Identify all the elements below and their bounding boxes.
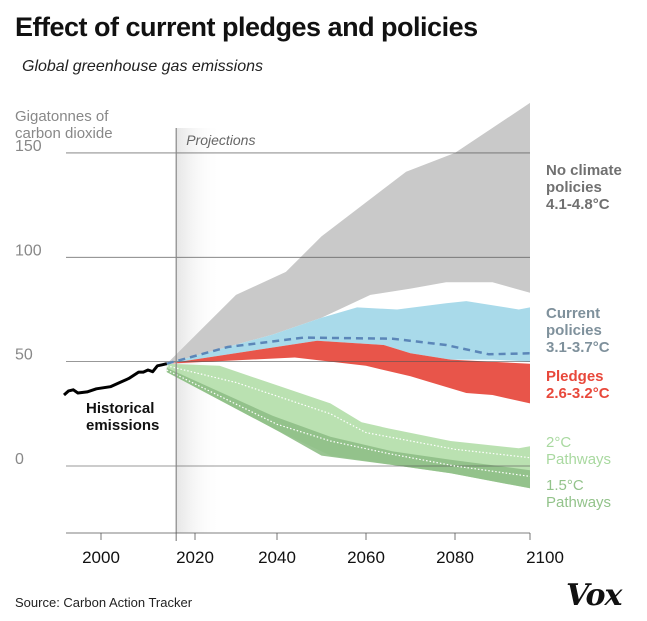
y-axis-title: carbon dioxide	[15, 125, 113, 142]
band-label: policies	[546, 322, 602, 339]
band-label: Current	[546, 305, 600, 322]
band-current-policies	[166, 301, 531, 364]
y-tick-label: 100	[15, 242, 42, 259]
x-tick-label: 2080	[436, 548, 474, 567]
band-label: 4.1-4.8°C	[546, 196, 610, 213]
y-tick-label: 50	[15, 347, 33, 364]
historical-label: Historical	[86, 400, 154, 417]
band-label: policies	[546, 179, 602, 196]
band-2-c-pathways	[166, 363, 531, 489]
band-label: Pathways	[546, 494, 611, 511]
historical-line	[63, 362, 168, 397]
band-label: 2°C	[546, 434, 571, 451]
historical-label: emissions	[86, 417, 159, 434]
y-tick-label: 0	[15, 451, 24, 468]
y-tick-label: 150	[15, 138, 42, 155]
y-axis-title: Gigatonnes of	[15, 108, 109, 125]
x-tick-label: 2100	[526, 548, 564, 567]
band-no-climate-policies	[166, 102, 531, 364]
x-tick-label: 2040	[258, 548, 296, 567]
median-line-current-policies	[166, 336, 531, 365]
band-label: 1.5°C	[546, 477, 584, 494]
chart-subtitle: Global greenhouse gas emissions	[22, 58, 264, 75]
band-label: Pledges	[546, 368, 604, 385]
band-label: No climate	[546, 162, 622, 179]
band-1-5-c-pathways	[166, 367, 531, 489]
band-pledges	[166, 340, 531, 404]
x-tick-label: 2060	[347, 548, 385, 567]
projection-label: Projections	[186, 132, 255, 148]
chart-title: Effect of current pledges and policies	[15, 12, 478, 42]
band-label: 2.6-3.2°C	[546, 385, 610, 402]
x-tick-label: 2020	[176, 548, 214, 567]
vox-logo: Vox	[566, 578, 622, 613]
median-line-1-5-c-pathways	[166, 369, 531, 477]
source-note: Source: Carbon Action Tracker	[15, 595, 193, 610]
band-label: Pathways	[546, 451, 611, 468]
x-tick-label: 2000	[82, 548, 120, 567]
band-label: 3.1-3.7°C	[546, 339, 610, 356]
